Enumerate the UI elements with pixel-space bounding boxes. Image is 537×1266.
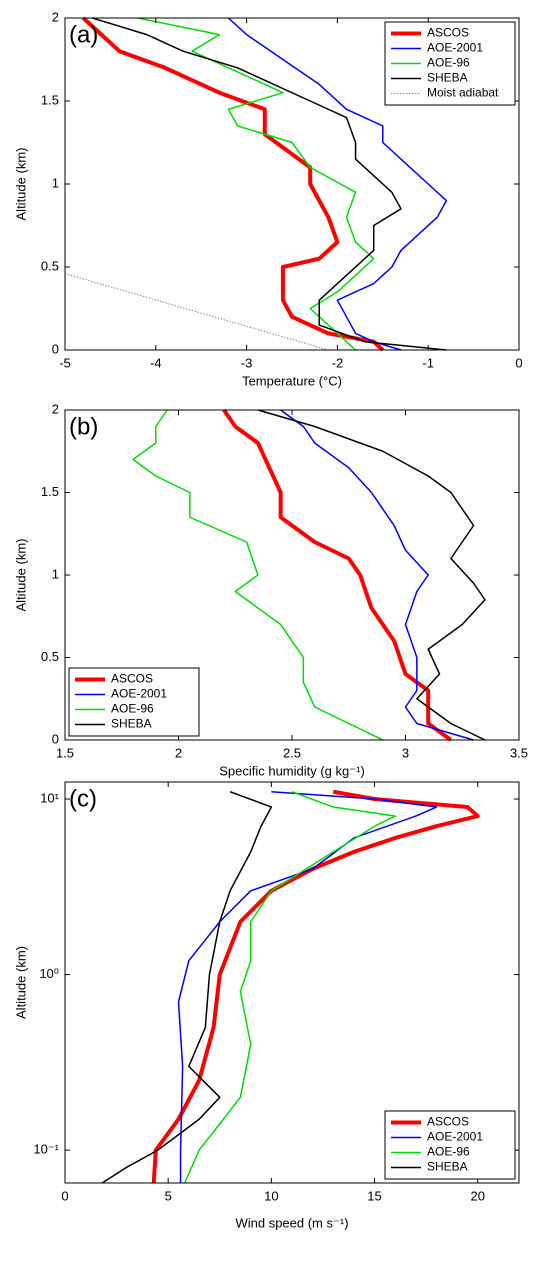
x-tick-label: 3 — [402, 745, 409, 760]
series-line — [184, 791, 396, 1184]
y-tick-label: 0 — [52, 341, 59, 356]
legend-label: AOE-2001 — [111, 687, 167, 701]
series-line — [81, 16, 385, 352]
panel-label: (b) — [69, 413, 98, 440]
x-tick-label: 0 — [515, 355, 522, 370]
legend-label: SHEBA — [427, 1160, 468, 1174]
x-tick-label: 2 — [175, 745, 182, 760]
y-axis-label: Altitude (km) — [13, 539, 28, 612]
y-axis-label: Altitude (km) — [13, 148, 28, 221]
x-tick-label: -1 — [422, 355, 434, 370]
x-tick-label: -4 — [150, 355, 162, 370]
y-tick-label: 2 — [52, 9, 59, 24]
y-tick-label: 1.5 — [41, 484, 59, 499]
y-tick-label: 10⁰ — [39, 966, 59, 981]
x-tick-label: -5 — [59, 355, 71, 370]
x-tick-label: 20 — [470, 1188, 484, 1203]
legend-label: AOE-2001 — [427, 41, 483, 55]
x-tick-label: 2.5 — [283, 745, 301, 760]
legend-label: SHEBA — [427, 71, 468, 85]
y-tick-label: 1 — [52, 566, 59, 581]
x-tick-label: 1.5 — [56, 745, 74, 760]
legend-label: AOE-96 — [427, 1145, 470, 1159]
series-line — [137, 17, 375, 351]
panel-label: (a) — [69, 21, 98, 48]
legend-label: AOE-96 — [427, 56, 470, 70]
x-axis-label: Specific humidity (g kg⁻¹) — [219, 763, 365, 778]
y-tick-label: 1 — [52, 175, 59, 190]
x-tick-label: -2 — [332, 355, 344, 370]
legend-label: Moist adiabat — [427, 86, 499, 100]
series-line — [64, 273, 329, 351]
x-axis-label: Wind speed (m s⁻¹) — [235, 1215, 348, 1230]
panel-label: (c) — [69, 785, 97, 812]
plot-frame — [64, 781, 520, 1184]
series-line — [92, 17, 447, 351]
x-tick-label: -3 — [241, 355, 253, 370]
y-tick-label: 1.5 — [41, 92, 59, 107]
x-tick-label: 0 — [61, 1188, 68, 1203]
y-tick-label: 10¹ — [40, 790, 59, 805]
x-tick-label: 3.5 — [510, 745, 528, 760]
x-tick-label: 5 — [165, 1188, 172, 1203]
series-line — [227, 17, 448, 351]
legend-label: SHEBA — [111, 717, 152, 731]
y-tick-label: 0 — [52, 731, 59, 746]
x-axis-label: Temperature (°C) — [242, 373, 342, 388]
series-line — [222, 408, 453, 742]
legend-label: AOE-2001 — [427, 1130, 483, 1144]
series-line — [132, 409, 384, 741]
y-axis-label: Altitude (km) — [13, 946, 28, 1019]
y-tick-label: 0.5 — [41, 258, 59, 273]
y-tick-label: 10⁻¹ — [33, 1142, 59, 1157]
x-tick-label: 15 — [367, 1188, 381, 1203]
series-line — [177, 790, 438, 1183]
legend-label: AOE-96 — [111, 702, 154, 716]
series-line — [101, 791, 273, 1184]
legend-label: ASCOS — [427, 26, 469, 40]
series-line — [151, 789, 480, 1184]
legend-label: ASCOS — [111, 672, 153, 686]
series-line — [257, 409, 486, 741]
x-tick-label: 10 — [264, 1188, 278, 1203]
y-tick-label: 2 — [52, 401, 59, 416]
legend-label: ASCOS — [427, 1115, 469, 1129]
series-line — [280, 409, 474, 741]
y-tick-label: 0.5 — [41, 649, 59, 664]
